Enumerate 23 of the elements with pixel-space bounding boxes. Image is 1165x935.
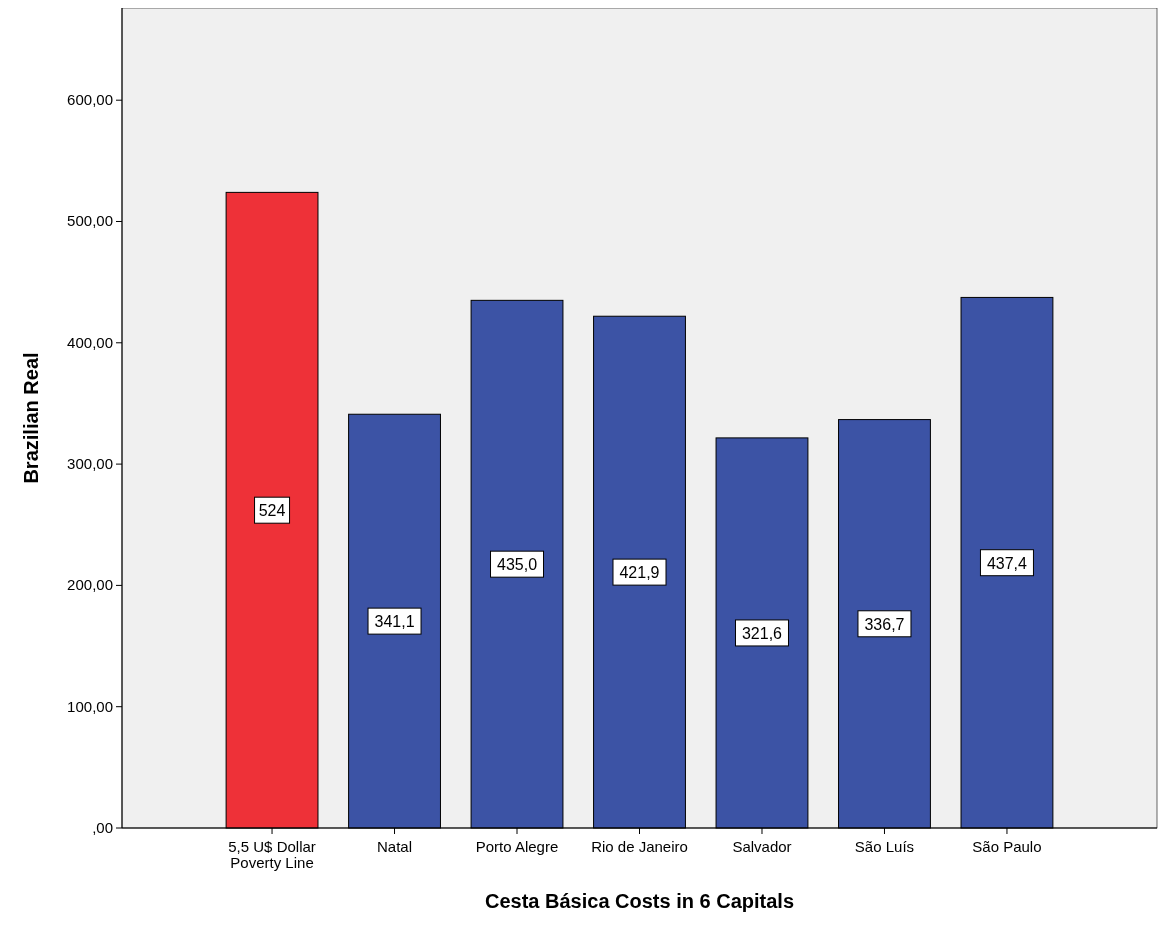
data-label: 437,4 (986, 554, 1028, 572)
y-tick-label: 500,00 (67, 212, 113, 230)
data-label: 336,7 (864, 615, 905, 633)
y-tick-label: 200,00 (67, 576, 113, 594)
y-tick-label: 400,00 (67, 333, 113, 351)
y-axis-title: Brazilian Real (20, 352, 42, 484)
x-tick-label: Rio de Janeiro (591, 838, 688, 855)
data-label: 421,9 (619, 564, 660, 582)
x-axis-title: Cesta Básica Costs in 6 Capitals (484, 890, 795, 912)
y-tick-label: ,00 (92, 819, 113, 836)
y-tick-label: 100,00 (67, 697, 113, 715)
x-tick-label: São Luís (854, 838, 915, 855)
x-tick-label: Porto Alegre (475, 838, 559, 855)
x-tick-label: 5,5 U$ Dollar Poverty Line (228, 838, 316, 871)
x-tick-label: Natal (377, 838, 413, 855)
y-tick-label: 600,00 (67, 91, 113, 109)
data-label: 321,6 (741, 624, 783, 642)
data-label: 435,0 (496, 556, 538, 574)
data-label: 524 (258, 502, 286, 520)
x-tick-label: Salvador (732, 838, 792, 855)
data-label: 341,1 (374, 613, 415, 631)
x-tick-label: São Paulo (972, 838, 1042, 855)
y-tick-label: 300,00 (67, 455, 113, 473)
